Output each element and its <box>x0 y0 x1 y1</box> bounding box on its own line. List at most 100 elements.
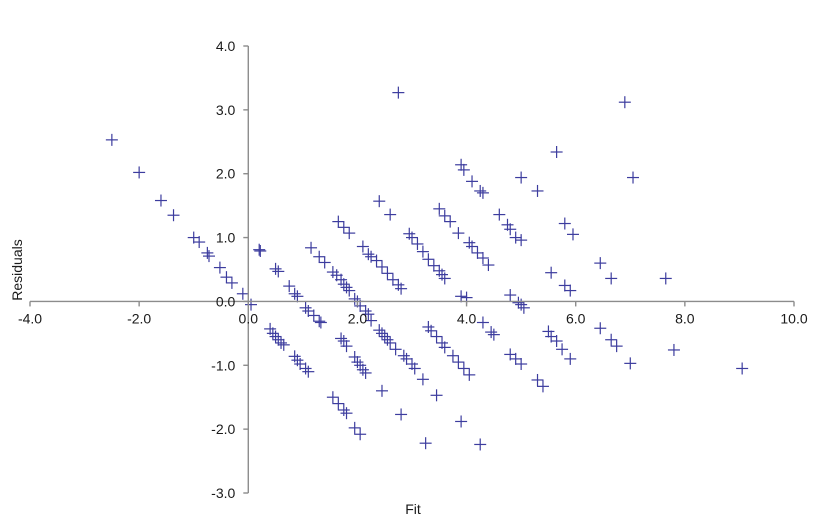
data-point <box>201 246 214 259</box>
x-tick-label: 8.0 <box>675 310 695 326</box>
data-point <box>299 362 312 375</box>
y-tick-label: 4.0 <box>216 38 236 54</box>
data-point <box>373 324 386 337</box>
data-point <box>558 217 571 230</box>
data-point <box>667 343 680 356</box>
data-point <box>381 267 394 280</box>
data-point <box>430 389 443 402</box>
data-point <box>512 296 525 309</box>
data-point <box>624 357 637 370</box>
data-point <box>556 343 569 356</box>
data-point <box>337 335 350 348</box>
x-tick-label: 2.0 <box>348 310 368 326</box>
data-point <box>253 243 266 256</box>
data-point <box>416 373 429 386</box>
marker-group <box>105 86 749 451</box>
data-point <box>509 352 522 365</box>
data-point <box>446 349 459 362</box>
data-point <box>359 305 372 318</box>
data-point <box>395 282 408 295</box>
data-point <box>348 421 361 434</box>
data-point <box>314 316 327 329</box>
data-point <box>504 223 517 236</box>
data-point <box>419 437 432 450</box>
data-point <box>416 245 429 258</box>
data-point <box>430 330 443 343</box>
data-point <box>438 341 451 354</box>
data-point <box>318 256 331 269</box>
data-point <box>515 234 528 247</box>
data-point <box>343 284 356 297</box>
data-point <box>236 287 249 300</box>
data-point <box>438 209 451 222</box>
data-point <box>605 272 618 285</box>
data-point <box>515 298 528 311</box>
data-point <box>444 215 457 228</box>
data-point <box>378 330 391 343</box>
data-point <box>269 262 282 275</box>
data-point <box>433 202 446 215</box>
data-point <box>550 335 563 348</box>
x-tick-label: 0.0 <box>239 310 259 326</box>
data-point <box>411 237 424 250</box>
data-point <box>272 265 285 278</box>
data-point <box>313 315 326 328</box>
data-point <box>384 208 397 221</box>
data-point <box>288 287 301 300</box>
data-point <box>299 301 312 314</box>
data-point <box>340 340 353 353</box>
data-point <box>254 244 267 257</box>
data-point <box>381 333 394 346</box>
data-point <box>425 324 438 337</box>
x-axis-title: Fit <box>405 501 421 517</box>
data-point <box>105 133 118 146</box>
data-point <box>272 333 285 346</box>
y-axis-title: Residuals <box>9 239 25 300</box>
data-point <box>225 276 238 289</box>
data-point <box>375 384 388 397</box>
y-tick-label: 1.0 <box>216 230 236 246</box>
y-tick-label: 3.0 <box>216 102 236 118</box>
data-point <box>392 86 405 99</box>
data-point <box>422 253 435 266</box>
data-point <box>564 352 577 365</box>
x-tick-label: 6.0 <box>566 310 586 326</box>
data-point <box>476 186 489 199</box>
data-point <box>397 349 410 362</box>
data-point <box>348 292 361 305</box>
data-point <box>504 289 517 302</box>
data-point <box>245 298 258 311</box>
x-tick-label: -2.0 <box>127 310 151 326</box>
data-point <box>463 368 476 381</box>
data-point <box>313 250 326 263</box>
data-point <box>389 343 402 356</box>
data-point <box>531 373 544 386</box>
data-point <box>558 279 571 292</box>
data-point <box>471 246 484 259</box>
data-point <box>618 96 631 109</box>
data-point <box>457 362 470 375</box>
data-point <box>406 231 418 244</box>
data-point <box>545 266 558 279</box>
data-point <box>202 250 215 263</box>
data-point <box>594 322 607 335</box>
data-point <box>536 380 549 393</box>
data-point <box>485 326 498 339</box>
data-point <box>531 184 544 197</box>
data-point <box>476 316 489 329</box>
data-point <box>277 338 290 351</box>
data-point <box>736 362 749 375</box>
data-point <box>466 240 479 253</box>
data-point <box>400 352 413 365</box>
data-point <box>337 403 350 416</box>
data-point <box>269 330 282 343</box>
data-point <box>133 166 146 179</box>
data-point <box>386 273 399 286</box>
x-tick-label: 4.0 <box>457 310 477 326</box>
data-point <box>610 340 623 353</box>
data-point <box>351 356 364 369</box>
data-point <box>515 171 528 184</box>
data-point <box>438 272 451 285</box>
data-point <box>455 158 468 171</box>
data-point <box>332 397 345 410</box>
